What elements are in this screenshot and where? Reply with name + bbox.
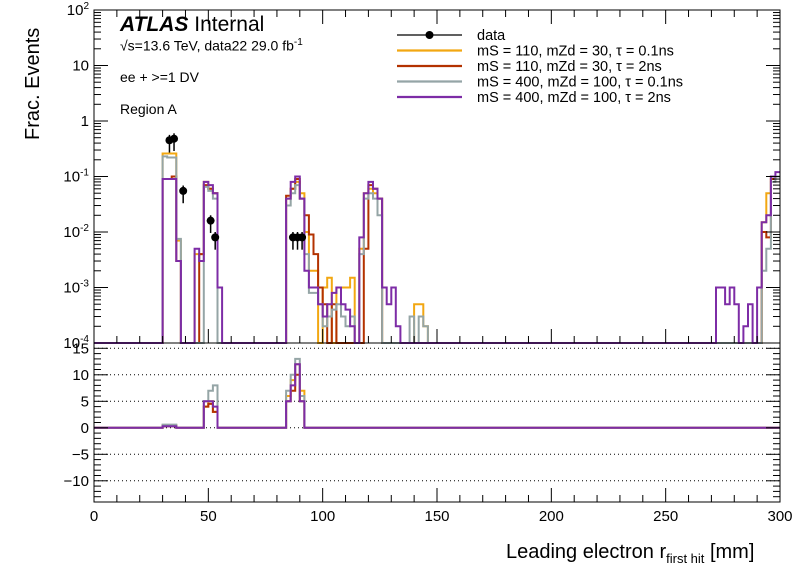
data-point-3 [206, 216, 215, 225]
y-tick-label: 10-3 [63, 279, 89, 297]
ratio-panel-series [94, 357, 780, 429]
x-tick-label: 150 [424, 508, 449, 525]
ratio-y-axis: −10 −5 0 5 10 15 [64, 340, 780, 503]
ratio-panel-frame [93, 342, 781, 503]
lumi-exponent: -1 [293, 37, 303, 48]
x-axis-title-main: Leading electron r [506, 541, 667, 563]
y-tick-label: 10 [72, 58, 89, 75]
top-panel-series [94, 152, 780, 344]
y-tick-label: 10-4 [63, 334, 89, 352]
ratio-tick-label: 0 [81, 420, 89, 437]
ratio-tick-label: −10 [64, 473, 89, 490]
ratio-series-3 [94, 363, 780, 429]
ratio-gridlines [94, 347, 780, 482]
x-tick-label: 300 [767, 508, 792, 525]
internal-text: Internal [194, 13, 265, 36]
x-tick-label: 100 [310, 508, 335, 525]
y-tick-label: 102 [67, 1, 90, 19]
region-label: Region A [120, 101, 177, 117]
x-tick-label: 200 [539, 508, 564, 525]
y-tick-label: 10-1 [63, 168, 89, 186]
ratio-tick-label: −5 [72, 446, 89, 463]
atlas-logo-text: ATLAS [120, 13, 189, 36]
ratio-series-2 [94, 357, 780, 429]
ratio-series-1 [94, 373, 780, 429]
data-point-1 [170, 134, 179, 143]
x-tick-label: 0 [90, 508, 98, 525]
top-panel-frame [93, 9, 781, 344]
data-point-4 [211, 233, 220, 242]
data-points [165, 133, 307, 250]
x-axis-title-unit: [mm] [709, 541, 755, 563]
ratio-tick-label: 10 [72, 367, 89, 384]
y-tick-label: 10-2 [63, 223, 89, 241]
data-point-7 [298, 233, 307, 242]
selection-label: ee + >=1 DV [120, 69, 200, 85]
y-axis-title: Frac. Events [22, 27, 44, 140]
data-point-2 [179, 186, 188, 195]
top-series-3 [94, 171, 780, 344]
legend-label-2: mS = 110, mZd = 30, τ = 2ns [477, 59, 662, 75]
x-axis-title: Leading electron rfirst hit [mm] [506, 541, 754, 566]
legend-label-0: data [477, 28, 506, 44]
x-axis: 0 50 100 150 200 250 300 [90, 10, 793, 525]
ratio-tick-label: 5 [81, 393, 89, 410]
legend-label-1: mS = 110, mZd = 30, τ = 0.1ns [477, 44, 674, 60]
x-axis-title-sub: first hit [666, 551, 705, 566]
energy-lumi-text: √s=13.6 TeV, data22 29.0 fb [120, 37, 294, 54]
energy-lumi: √s=13.6 TeV, data22 29.0 fb-1 [120, 37, 303, 54]
top-series-1 [94, 175, 780, 344]
ratio-tick-label: 15 [72, 340, 89, 357]
ratio-series-0 [94, 363, 780, 429]
atlas-label: ATLAS Internal [120, 13, 264, 37]
legend-label-3: mS = 400, mZd = 100, τ = 0.1ns [477, 75, 683, 91]
x-tick-label: 250 [653, 508, 678, 525]
legend-label-4: mS = 400, mZd = 100, τ = 2ns [477, 90, 671, 106]
legend-marker-data [425, 31, 434, 39]
y-tick-label: 1 [81, 113, 89, 130]
x-tick-label: 50 [200, 508, 217, 525]
top-y-axis: 10-4 10-3 10-2 10-1 1 10 102 [63, 1, 780, 352]
